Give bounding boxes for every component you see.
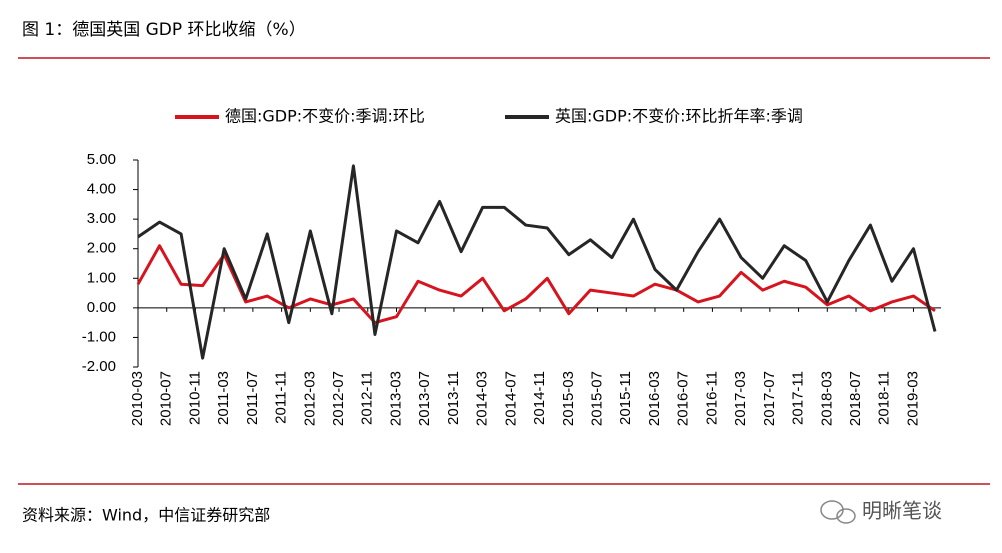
series-line: [136, 244, 936, 325]
x-tick-label: 2014-03: [474, 371, 491, 426]
legend-label: 英国:GDP:不变价:环比折年率:季调: [555, 107, 803, 126]
y-tick-label: 4.00: [87, 181, 116, 198]
x-tick-label: 2011-11: [273, 371, 290, 424]
x-tick-label: 2018-03: [818, 371, 835, 426]
x-tick-label: 2015-07: [589, 371, 606, 426]
x-tick-label: 2011-07: [244, 371, 261, 425]
x-tick-label: 2010-03: [129, 371, 146, 426]
x-tick-label: 2014-11: [531, 371, 548, 425]
x-tick-label: 2012-11: [359, 371, 376, 425]
x-tick-label: 2010-07: [158, 371, 175, 426]
y-tick-label: 0.00: [87, 299, 116, 316]
x-tick-label: 2015-03: [560, 371, 577, 426]
x-tick-label: 2012-03: [301, 371, 318, 426]
x-tick-label: 2018-11: [876, 371, 893, 425]
x-tick-label: 2016-11: [703, 371, 720, 425]
y-tick-label: -1.00: [82, 328, 116, 345]
y-tick-label: 2.00: [87, 240, 116, 257]
y-tick-label: 1.00: [87, 269, 116, 286]
x-tick-label: 2017-03: [732, 371, 749, 426]
x-tick-label: 2013-07: [416, 371, 433, 426]
legend-label: 德国:GDP:不变价:季调:环比: [225, 107, 425, 126]
x-tick-label: 2010-11: [186, 371, 203, 425]
x-tick-label: 2019-03: [904, 371, 921, 426]
x-tick-label: 2018-07: [847, 371, 864, 426]
y-tick-label: -2.00: [82, 358, 116, 375]
series-line: [137, 164, 937, 360]
x-tick-label: 2016-03: [646, 371, 663, 426]
x-tick-label: 2013-03: [387, 371, 404, 426]
header-title: 图 1：德国英国 GDP 环比收缩（%）: [22, 20, 306, 40]
x-tick-label: 2011-03: [215, 371, 232, 425]
watermark-icon: [820, 500, 856, 524]
y-tick-label: 3.00: [87, 210, 116, 227]
x-tick-label: 2014-07: [502, 371, 519, 426]
watermark: 明晰笔谈: [862, 499, 942, 523]
x-tick-label: 2013-11: [445, 371, 462, 425]
source: 资料来源：Wind，中信证券研究部: [22, 506, 270, 525]
x-tick-label: 2016-07: [675, 371, 692, 426]
x-tick-label: 2015-11: [617, 371, 634, 425]
y-tick-label: 5.00: [87, 151, 116, 168]
x-tick-label: 2017-07: [761, 371, 778, 426]
x-tick-label: 2012-07: [330, 371, 347, 426]
x-tick-label: 2017-11: [790, 371, 807, 425]
